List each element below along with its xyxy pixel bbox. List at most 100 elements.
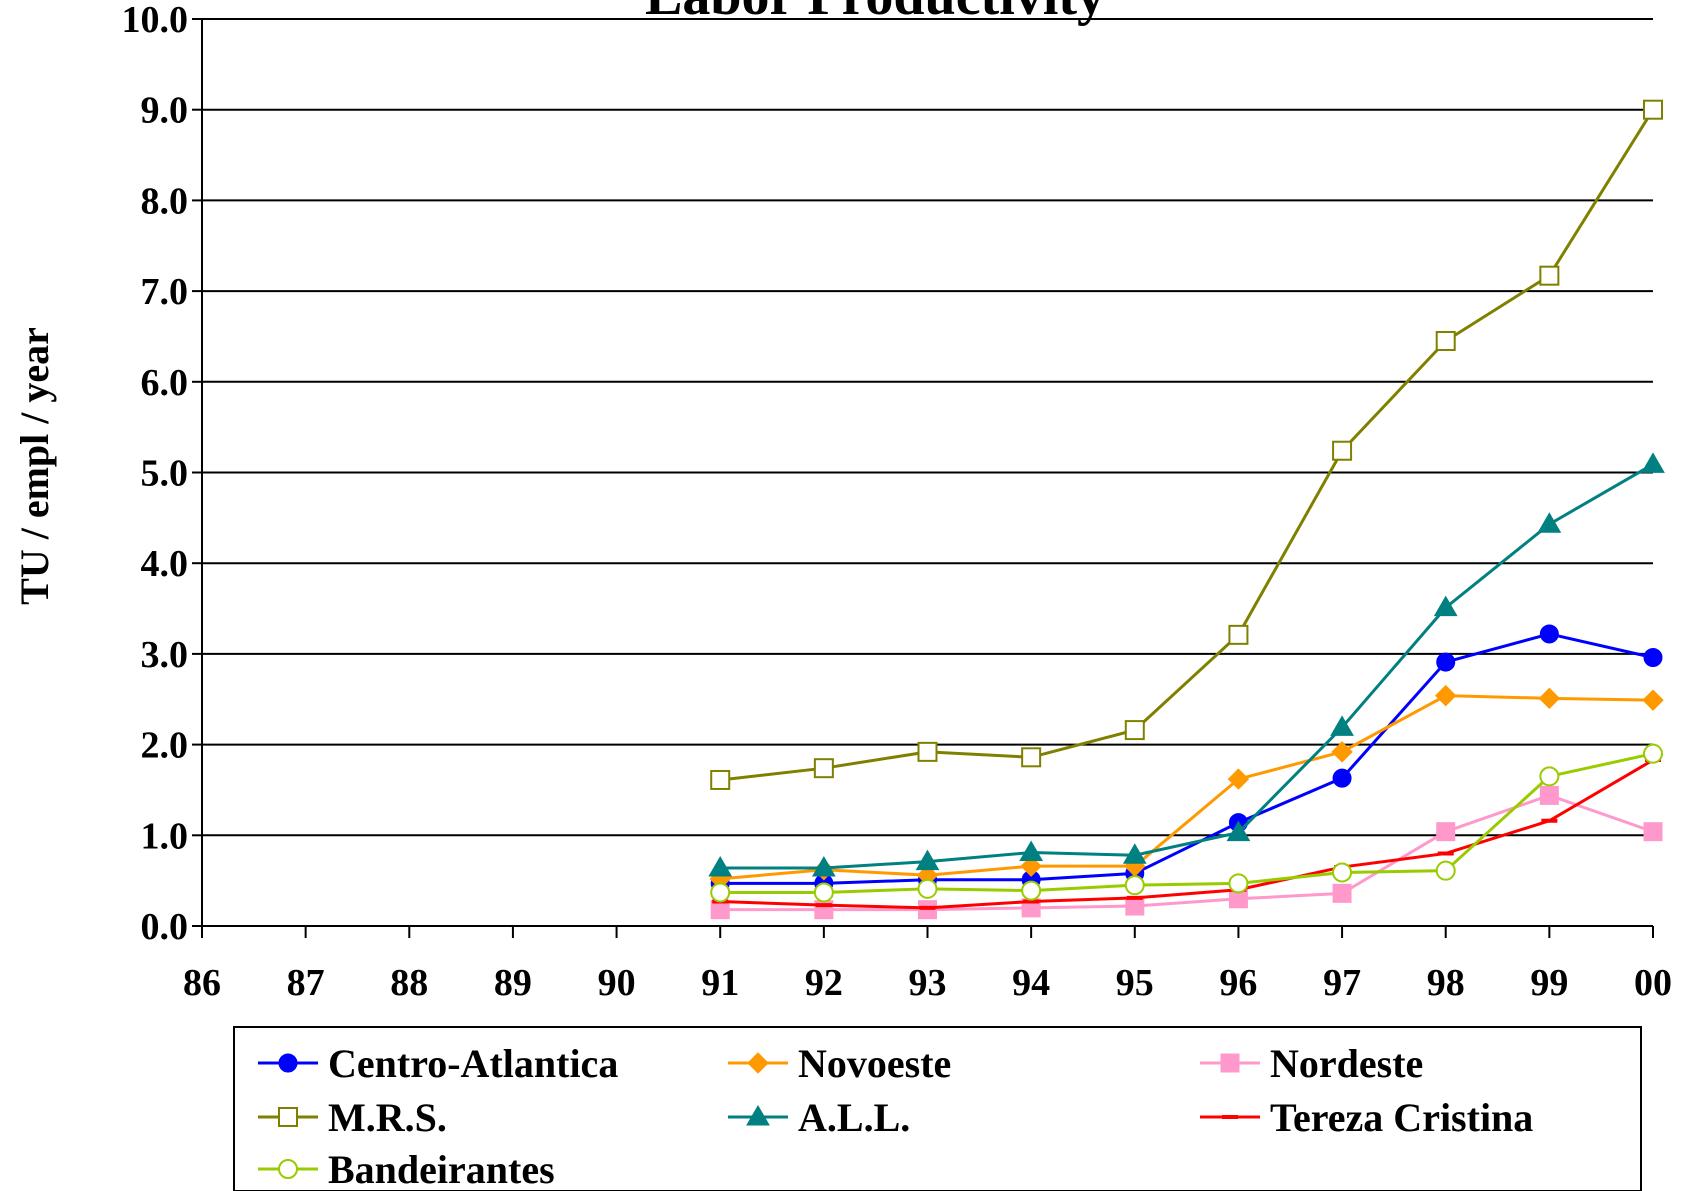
- legend-label: Tereza Cristina: [1270, 1095, 1533, 1140]
- legend-marker: [278, 1053, 298, 1073]
- x-tick-label: 00: [1634, 962, 1672, 1004]
- series-line: [720, 758, 1654, 910]
- y-tick-label: 7.0: [141, 271, 189, 313]
- data-point: [1433, 595, 1458, 617]
- data-point: [708, 855, 733, 877]
- series-nordeste: [710, 785, 1663, 920]
- series-group: [708, 99, 1665, 920]
- legend-label: Novoeste: [798, 1041, 951, 1086]
- data-point: [1643, 648, 1663, 668]
- y-tick-label: 0.0: [141, 906, 189, 948]
- data-point: [1332, 883, 1352, 903]
- legend-item-tereza-cristina: Tereza Cristina: [1200, 1095, 1533, 1140]
- series-bandeirantes: [710, 743, 1663, 903]
- legend-label: Nordeste: [1270, 1041, 1423, 1086]
- data-point: [1331, 741, 1353, 763]
- data-point: [710, 882, 731, 903]
- data-point: [1435, 860, 1456, 881]
- x-tick-label: 92: [805, 962, 843, 1004]
- data-point: [811, 855, 836, 877]
- series-centro-atlantica: [710, 624, 1663, 893]
- data-point: [1642, 689, 1664, 711]
- data-point: [1332, 768, 1352, 788]
- x-tick-label: 94: [1012, 962, 1050, 1004]
- series-m-r-s: [710, 99, 1663, 790]
- y-tick-label: 5.0: [141, 453, 189, 495]
- legend-label: Bandeirantes: [328, 1147, 555, 1191]
- data-point: [1124, 720, 1145, 741]
- y-tick-label: 3.0: [141, 634, 189, 676]
- data-point: [1122, 843, 1147, 864]
- data-point: [1643, 99, 1663, 120]
- data-point: [1539, 785, 1559, 805]
- data-point: [1436, 652, 1456, 672]
- series-line: [720, 694, 1654, 881]
- legend-item-novoeste: Novoeste: [728, 1041, 951, 1086]
- y-tick-label: 1.0: [141, 815, 189, 857]
- data-point: [1228, 624, 1249, 645]
- data-point: [1332, 440, 1353, 461]
- y-tick-label: 10.0: [122, 0, 189, 41]
- legend-marker: [278, 1107, 298, 1127]
- y-axis-label: TU / empl / year: [12, 327, 57, 605]
- x-tick-label: 86: [183, 962, 221, 1004]
- y-tick-label: 9.0: [141, 90, 189, 132]
- series-a-l-l: [708, 452, 1665, 877]
- legend-marker: [746, 1105, 770, 1126]
- legend: Centro-Atlantica Novoeste Nordeste M.R.S. A.…: [233, 1026, 1642, 1191]
- legend-label: Centro-Atlantica: [328, 1041, 618, 1086]
- data-point: [1538, 687, 1561, 710]
- data-point: [1539, 766, 1560, 787]
- legend-box: [233, 1026, 1642, 1191]
- x-tick-label: 90: [598, 962, 636, 1004]
- data-point: [1228, 873, 1249, 894]
- series-tereza-cristina: [712, 758, 1661, 910]
- y-tick-label: 6.0: [141, 362, 189, 404]
- series-line: [720, 793, 1654, 912]
- data-point: [710, 769, 731, 790]
- data-point: [1330, 715, 1354, 736]
- series-novoeste: [709, 684, 1664, 890]
- x-tick-label: 95: [1116, 962, 1154, 1004]
- data-point: [1641, 452, 1665, 473]
- x-tick-label: 89: [494, 962, 532, 1004]
- data-point: [1643, 822, 1663, 842]
- data-point: [813, 882, 834, 903]
- data-point: [917, 878, 938, 899]
- data-point: [1435, 684, 1457, 707]
- x-tick-label: 99: [1530, 962, 1568, 1004]
- data-point: [813, 758, 834, 779]
- series-line: [720, 463, 1654, 870]
- legend-marker: [1220, 1053, 1240, 1073]
- legend-item-a-l-l: A.L.L.: [728, 1095, 910, 1140]
- series-line: [720, 632, 1654, 885]
- x-tick-label: 93: [909, 962, 947, 1004]
- x-tick-label: 87: [287, 962, 325, 1004]
- data-point: [1436, 822, 1456, 842]
- data-point: [917, 741, 938, 762]
- data-point: [1539, 265, 1560, 286]
- data-point: [1227, 768, 1250, 790]
- legend-item-bandeirantes: Bandeirantes: [258, 1147, 555, 1191]
- data-point: [1020, 855, 1042, 877]
- chart-title: Labor Productivity: [645, 0, 1105, 27]
- data-point: [1539, 624, 1559, 644]
- data-point: [1435, 330, 1456, 351]
- series-line: [720, 752, 1654, 894]
- x-tick-label: 88: [390, 962, 428, 1004]
- y-axis-ticks: 0.0 1.0 2.0 3.0 4.0 5.0 6.0 7.0 8.0 9.0 10.0: [122, 0, 202, 948]
- x-tick-label: 91: [701, 962, 739, 1004]
- series-line: [720, 108, 1655, 782]
- legend-item-centro-atlantica: Centro-Atlantica: [258, 1041, 618, 1086]
- data-point: [1021, 747, 1042, 768]
- data-point: [1332, 862, 1353, 883]
- legend-item-nordeste: Nordeste: [1200, 1041, 1423, 1086]
- gridlines: [202, 18, 1653, 837]
- legend-marker: [278, 1159, 298, 1179]
- x-tick-label: 96: [1219, 962, 1257, 1004]
- y-tick-label: 4.0: [141, 543, 189, 585]
- legend-marker: [747, 1052, 769, 1074]
- data-point: [1019, 840, 1044, 862]
- x-axis-ticks: 86 87 88 89 90 91 92 93 94 95 96 97 98 99 00: [183, 926, 1672, 1004]
